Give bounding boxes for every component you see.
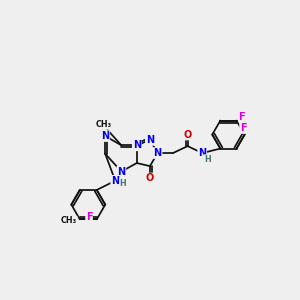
Text: CH₃: CH₃ [61, 216, 77, 225]
Text: N: N [146, 135, 154, 145]
Text: O: O [184, 130, 192, 140]
Text: N: N [198, 148, 206, 158]
Text: N: N [111, 176, 119, 186]
Text: N: N [101, 131, 109, 141]
Text: H: H [120, 178, 126, 188]
Text: CH₃: CH₃ [96, 120, 112, 129]
Text: O: O [146, 173, 154, 184]
Text: F: F [238, 112, 245, 122]
Text: H: H [204, 155, 211, 164]
Text: F: F [86, 212, 92, 222]
Text: N: N [154, 148, 162, 158]
Text: N: N [133, 140, 141, 150]
Text: F: F [240, 123, 246, 134]
Text: N: N [117, 167, 125, 176]
